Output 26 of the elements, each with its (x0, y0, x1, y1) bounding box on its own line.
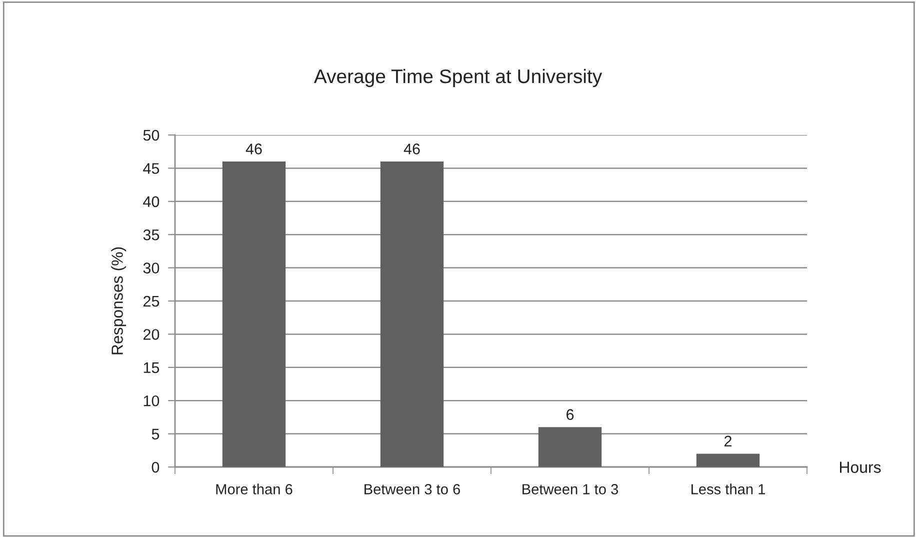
y-tick-label: 45 (143, 163, 160, 174)
y-tick-label: 10 (144, 395, 160, 406)
data-label: 46 (404, 144, 420, 154)
x-axis-title: Hours (840, 462, 881, 473)
x-tick-label: Between 3 to 6 (364, 484, 460, 494)
y-tick-label: 20 (144, 329, 160, 340)
chart-title: Average Time Spent at University (314, 68, 602, 88)
bar (222, 162, 286, 467)
y-tick-label: 50 (143, 130, 160, 141)
y-tick-label: 35 (143, 229, 160, 240)
y-tick-label: 5 (152, 428, 160, 440)
y-tick-label: 0 (152, 462, 160, 473)
y-tick-label: 30 (143, 262, 160, 274)
x-tick-label: More than 6 (216, 484, 292, 494)
data-label: 2 (724, 436, 732, 446)
y-tick-label: 40 (143, 196, 160, 208)
y-tick-label: 25 (144, 296, 160, 307)
bar (380, 162, 444, 467)
bar (538, 427, 602, 467)
data-label: 6 (566, 409, 574, 420)
y-axis-title: Responses (%) (111, 247, 126, 354)
bar (696, 454, 760, 467)
x-tick-label: Less than 1 (692, 484, 765, 494)
y-tick-label: 15 (144, 362, 160, 374)
data-label: 46 (246, 144, 262, 154)
x-tick-label: Between 1 to 3 (522, 484, 618, 494)
